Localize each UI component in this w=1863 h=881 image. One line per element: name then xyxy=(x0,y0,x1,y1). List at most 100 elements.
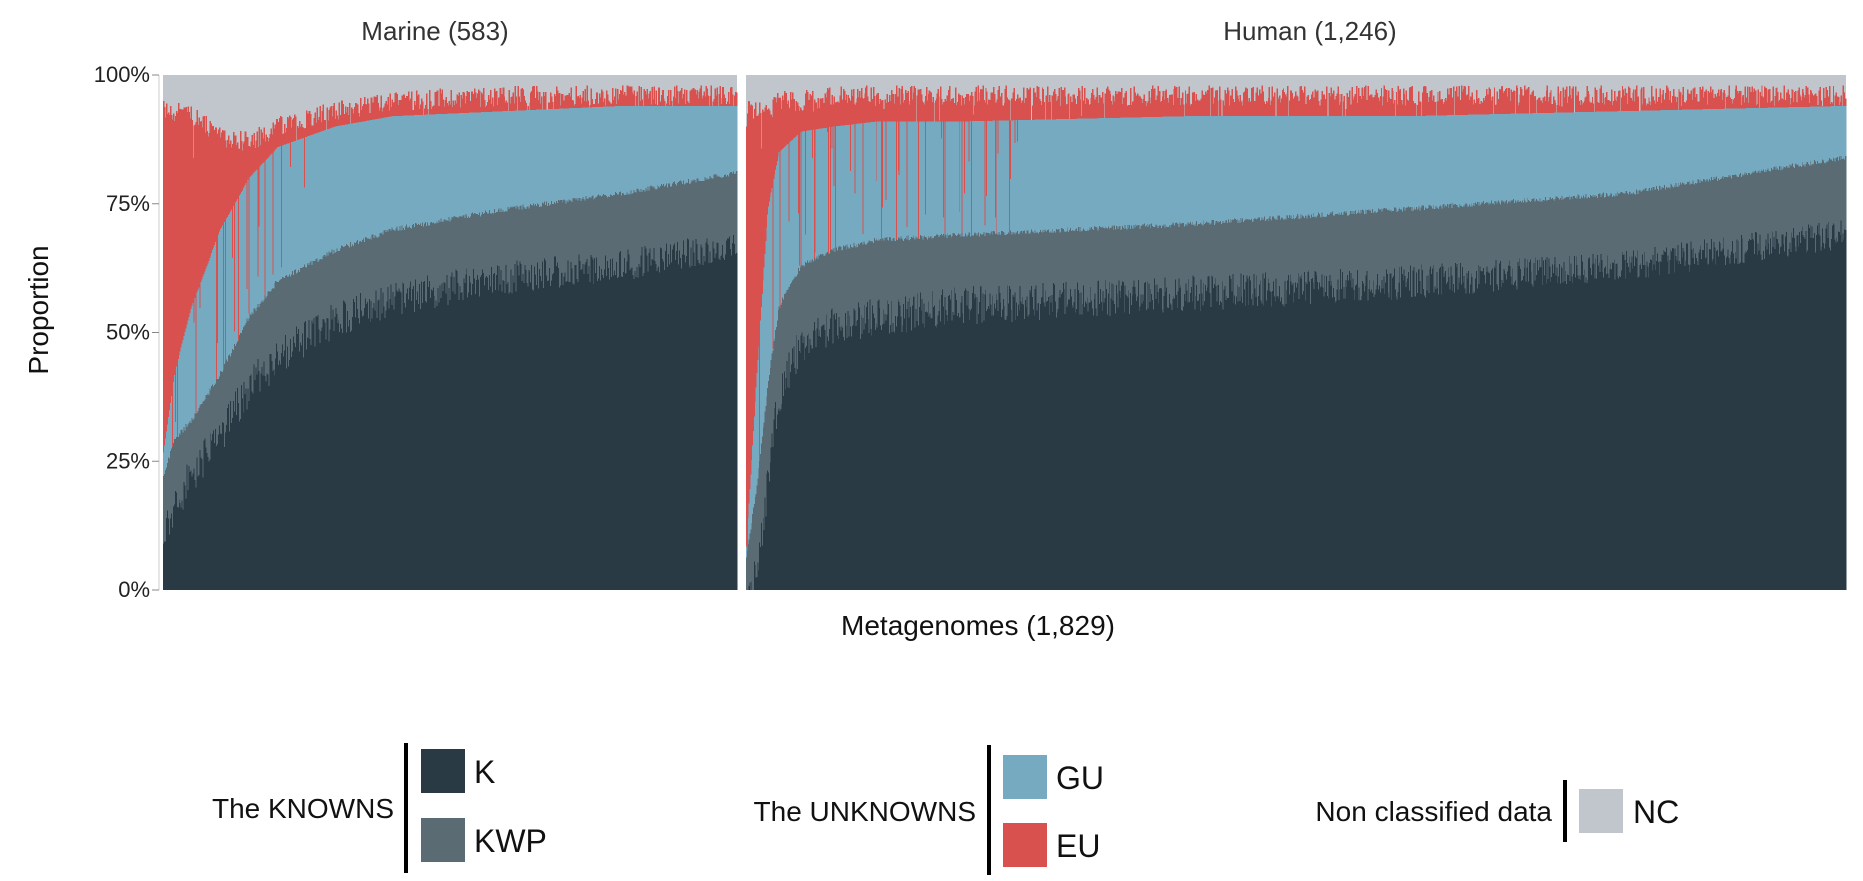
bar-K xyxy=(481,274,483,590)
bar-K xyxy=(471,295,473,590)
bar-K xyxy=(186,464,189,590)
bar-K xyxy=(365,304,368,590)
bar-K xyxy=(323,319,326,590)
bar-K xyxy=(543,288,545,590)
bar-K xyxy=(446,274,449,590)
bar-K xyxy=(291,351,294,590)
bar-K xyxy=(358,323,361,590)
bar-K xyxy=(275,358,277,590)
bar-K xyxy=(168,534,171,590)
bar-K xyxy=(283,356,285,590)
bar-K xyxy=(215,429,217,590)
bar-K xyxy=(405,307,407,590)
bar-K xyxy=(500,269,503,590)
bar-K xyxy=(437,288,440,590)
bar-EU xyxy=(216,135,218,590)
bar-K xyxy=(276,343,278,590)
bar-K xyxy=(286,368,288,590)
bar-K xyxy=(349,320,351,590)
bar-K xyxy=(418,283,421,590)
bar-KWP xyxy=(163,473,166,590)
bar-K xyxy=(180,507,183,590)
y-tick-label: 25% xyxy=(106,448,150,473)
bar-K xyxy=(452,291,455,590)
bar-K xyxy=(193,468,196,590)
bar-K xyxy=(402,282,404,590)
bar-K xyxy=(222,421,224,590)
bar-K xyxy=(320,331,323,590)
bar-K xyxy=(175,492,178,590)
bar-EU xyxy=(165,103,168,591)
bar-K xyxy=(540,276,542,590)
bar-K xyxy=(321,327,324,590)
bar-K xyxy=(278,365,280,590)
bar-K xyxy=(309,338,312,590)
bar-K xyxy=(523,283,525,590)
bar-K xyxy=(352,317,354,590)
bar-K xyxy=(493,273,496,590)
bar-K xyxy=(219,425,221,590)
bar-K xyxy=(371,318,374,590)
bar-K xyxy=(488,275,491,590)
bar-K xyxy=(527,286,529,590)
bar-K xyxy=(511,293,514,590)
bar-K xyxy=(736,252,738,590)
bar-K xyxy=(533,290,535,590)
bar-K xyxy=(169,518,172,590)
bar-K xyxy=(174,490,177,590)
bar-K xyxy=(522,273,524,590)
bar-K xyxy=(398,288,400,590)
bar-K xyxy=(315,316,318,590)
bar-K xyxy=(535,274,537,590)
bar-EU xyxy=(170,115,173,590)
bar-K xyxy=(480,276,482,590)
bar-K xyxy=(342,332,344,590)
bar-K xyxy=(241,398,244,590)
bar-K xyxy=(376,318,379,590)
facet-marine: Marine (583) xyxy=(163,16,738,591)
bar-K xyxy=(384,318,387,590)
bar-K xyxy=(290,338,292,590)
bar-K xyxy=(350,332,352,590)
bar-K xyxy=(285,334,287,590)
bar-K xyxy=(279,360,281,590)
bars xyxy=(163,85,738,591)
bar-K xyxy=(217,443,219,590)
facet-human: Human (1,246) xyxy=(746,16,1847,591)
bar-EU xyxy=(177,102,180,590)
bar-K xyxy=(475,294,477,590)
bar-K xyxy=(273,369,275,590)
bar-K xyxy=(289,360,291,590)
bar-K xyxy=(547,280,550,590)
bar-K xyxy=(228,431,231,590)
bar-K xyxy=(448,287,451,590)
bar-K xyxy=(340,323,342,590)
bar-K xyxy=(271,361,273,590)
bar-K xyxy=(235,415,238,590)
bar-K xyxy=(337,322,339,590)
bar-K xyxy=(509,292,512,590)
bar-K xyxy=(295,326,298,590)
bar-EU xyxy=(179,108,182,590)
bar-EU xyxy=(223,131,225,591)
bar-K xyxy=(348,326,350,590)
bar-K xyxy=(515,291,518,590)
bar-K xyxy=(344,301,346,590)
bar-K xyxy=(287,346,289,590)
bar-K xyxy=(244,393,247,590)
bar-K xyxy=(466,268,468,590)
bar-K xyxy=(229,400,232,590)
bar-K xyxy=(417,291,419,590)
bar-K xyxy=(380,288,383,590)
bar-K xyxy=(233,411,236,590)
bar-K xyxy=(274,375,276,590)
bar-K xyxy=(263,361,266,590)
bar-K xyxy=(397,291,399,590)
bar-K xyxy=(319,343,322,590)
bar-K xyxy=(301,333,304,590)
bar-K xyxy=(306,336,309,590)
bar-K xyxy=(538,288,540,590)
bar-K xyxy=(324,322,327,590)
bar-K xyxy=(421,303,424,590)
y-tick-label: 50% xyxy=(106,320,150,345)
